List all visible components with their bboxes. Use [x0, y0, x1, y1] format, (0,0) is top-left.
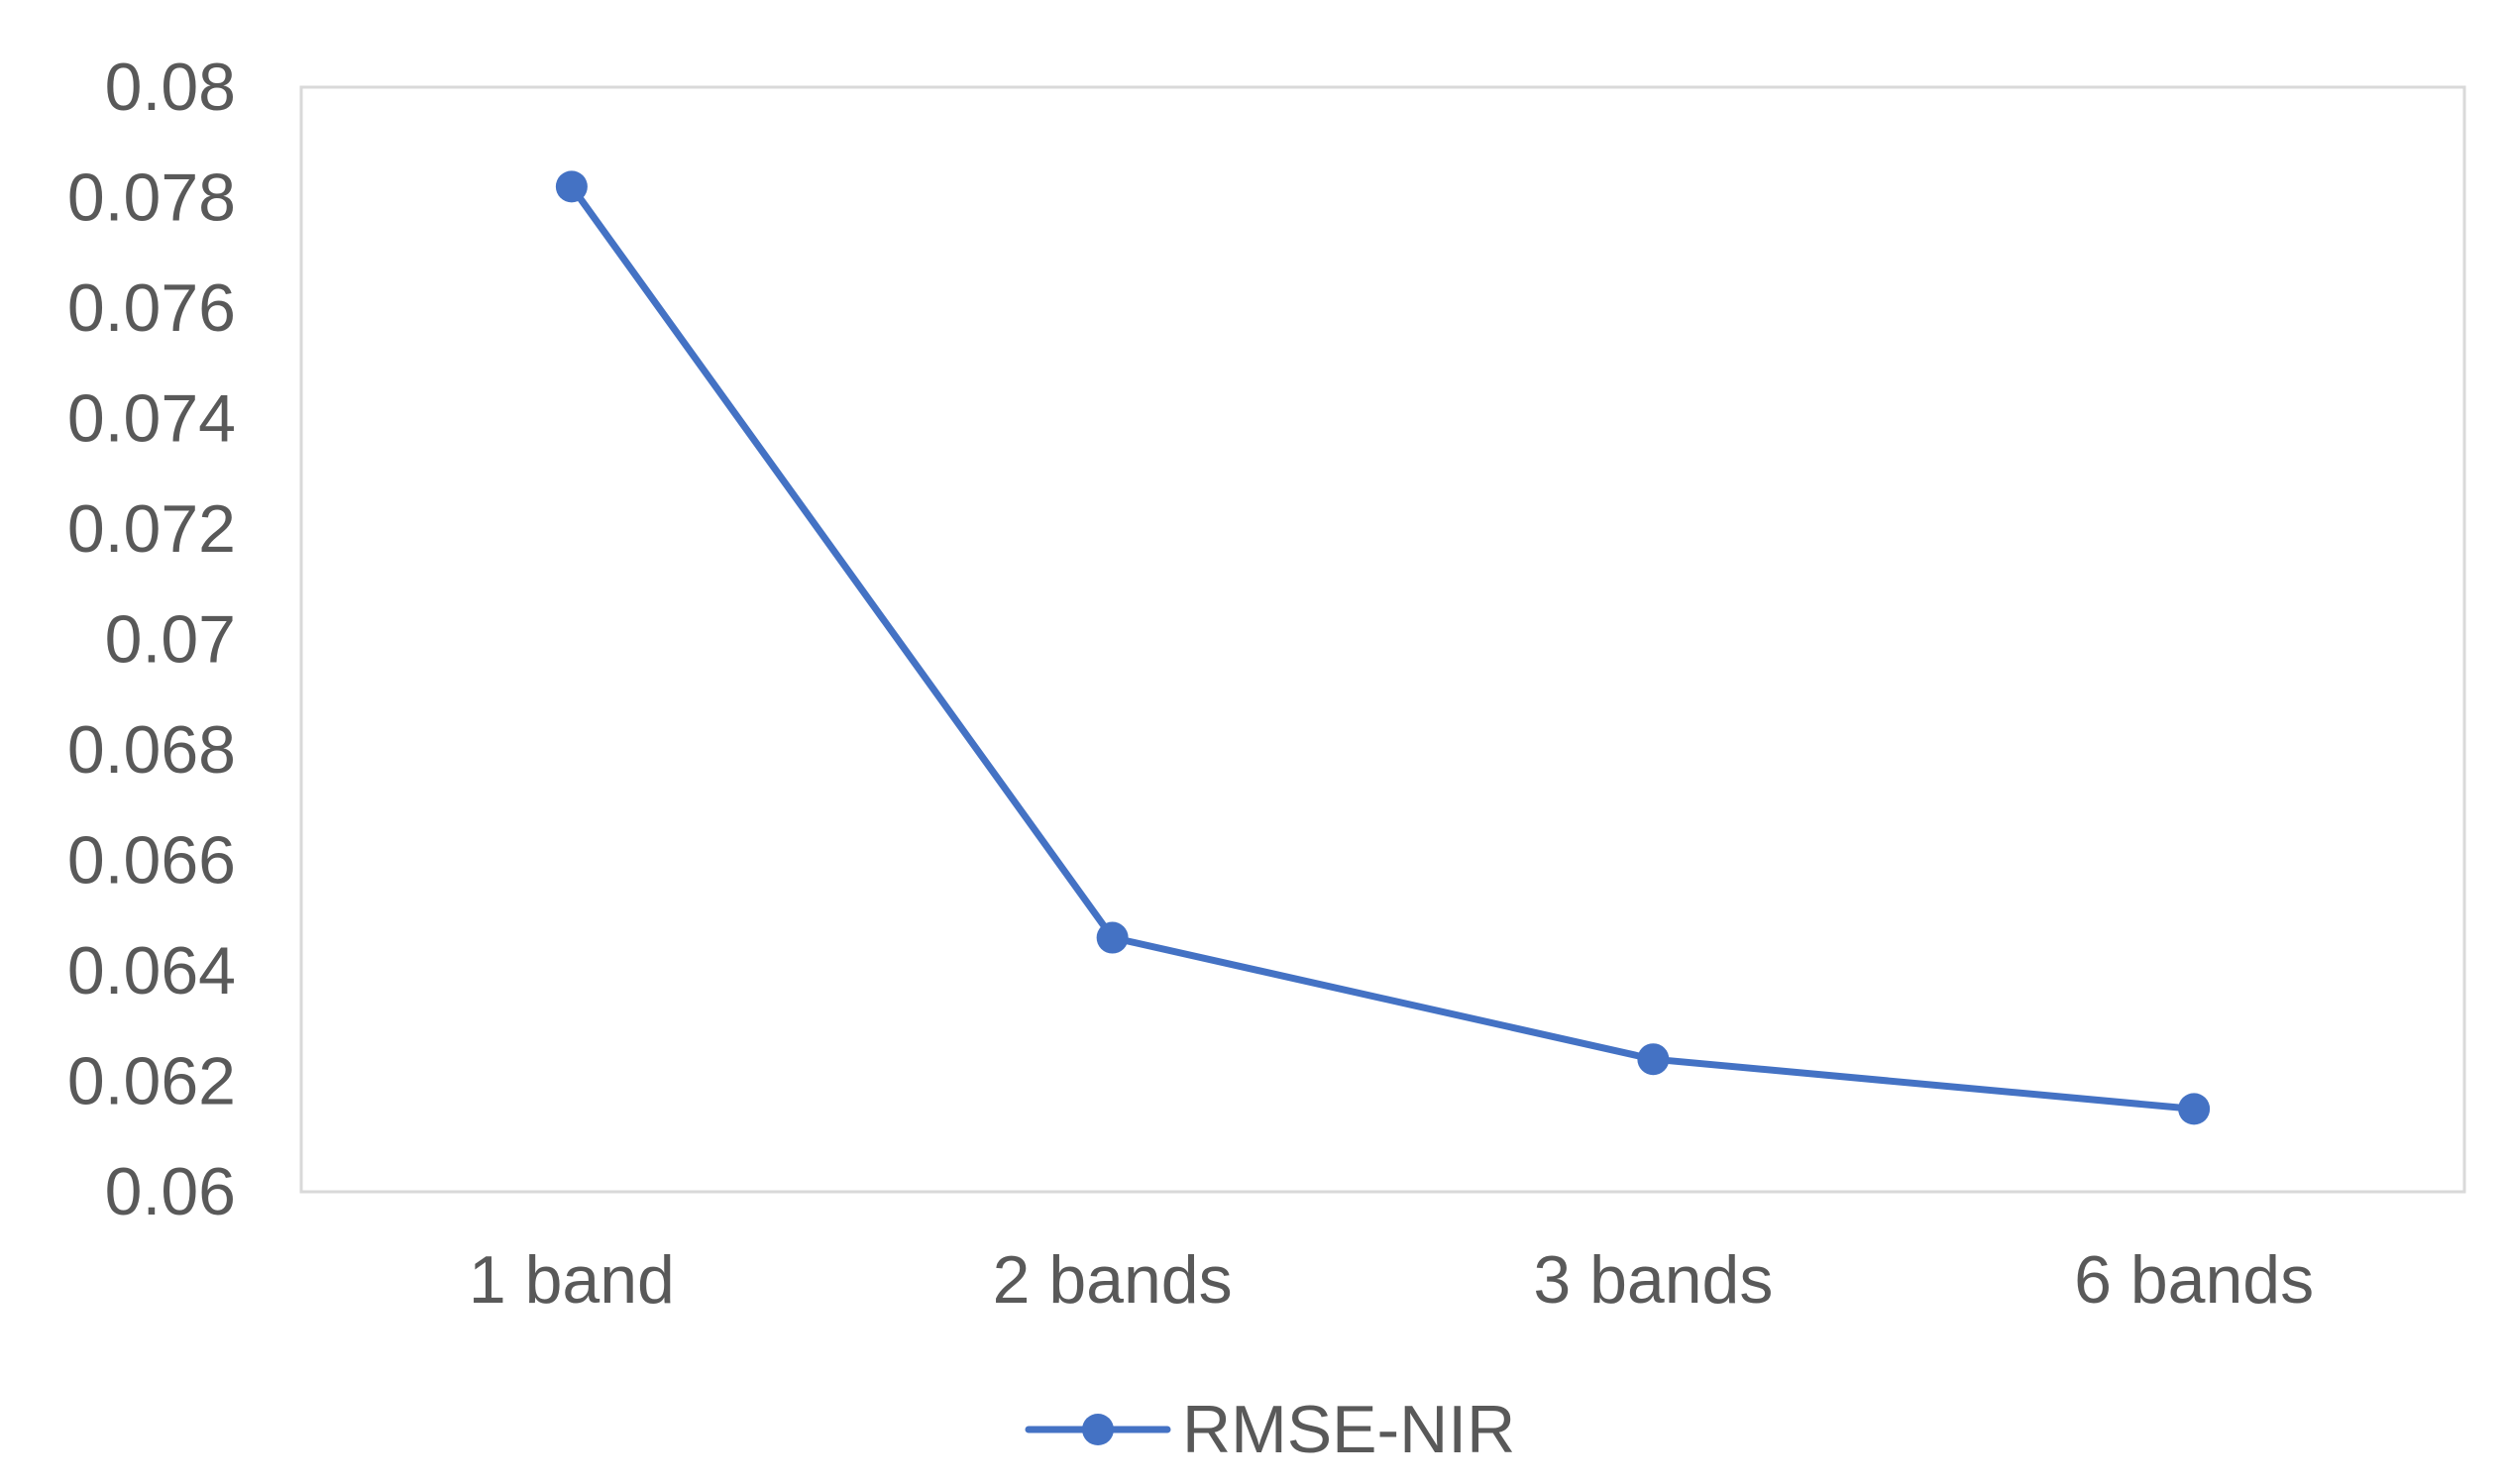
y-tick-label: 0.078: [67, 160, 236, 236]
series-line: [568, 182, 2198, 1113]
x-tick-label: 3 bands: [1533, 1242, 1773, 1318]
series-markers: [555, 170, 2211, 1125]
y-tick-label: 0.066: [67, 823, 236, 899]
y-tick-label: 0.074: [67, 381, 236, 457]
data-point: [1637, 1043, 1670, 1076]
series-lines: [568, 182, 2198, 1113]
y-tick-label: 0.076: [67, 270, 236, 346]
legend-label: RMSE-NIR: [1182, 1392, 1515, 1467]
data-point: [555, 170, 588, 203]
y-tick-label: 0.072: [67, 491, 236, 567]
plot-area: [299, 85, 2466, 1194]
data-point: [1096, 921, 1129, 954]
legend: RMSE-NIR: [1025, 1392, 1515, 1467]
y-tick-label: 0.064: [67, 933, 236, 1008]
x-tick-label: 2 bands: [993, 1242, 1233, 1318]
y-tick-label: 0.07: [105, 602, 236, 678]
y-tick-label: 0.06: [105, 1154, 236, 1229]
data-point: [2178, 1093, 2211, 1125]
x-tick-label: 6 bands: [2074, 1242, 2314, 1318]
y-tick-label: 0.08: [105, 50, 236, 125]
y-tick-label: 0.062: [67, 1044, 236, 1119]
y-tick-label: 0.068: [67, 712, 236, 788]
x-tick-label: 1 band: [469, 1242, 675, 1318]
legend-marker-swatch: [1082, 1414, 1114, 1445]
x-axis-tick-labels: 1 band 2 bands 3 bands 6 bands: [469, 1242, 2314, 1318]
y-axis-tick-labels: 0.06 0.062 0.064 0.066 0.068 0.07 0.072 0.074 0.…: [67, 50, 236, 1229]
